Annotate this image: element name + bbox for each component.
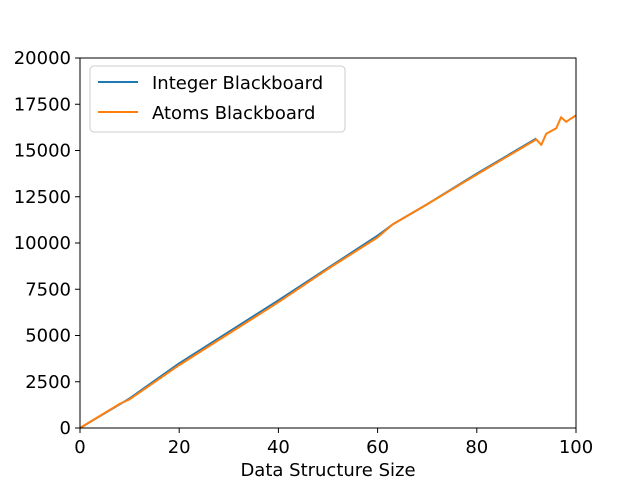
y-tick-label: 10000 [14,233,71,254]
y-tick-label: 15000 [14,141,71,162]
y-tick-label: 5000 [25,326,71,347]
y-tick-label: 12500 [14,187,71,208]
x-tick-label: 40 [267,437,290,458]
x-tick-label: 80 [465,437,488,458]
x-tick-label: 60 [366,437,389,458]
x-axis-label: Data Structure Size [240,460,415,480]
legend-label-atoms-blackboard: Atoms Blackboard [152,103,315,124]
x-tick-label: 20 [168,437,191,458]
series-line-1 [79,114,577,429]
legend: Integer Blackboard Atoms Blackboard [89,65,346,133]
y-axis-ticks: 0 2500 5000 7500 10000 12500 15000 17500 20000 [14,48,80,439]
y-tick-label: 20000 [14,48,71,69]
x-axis-ticks: 0 20 40 60 80 100 [74,428,593,458]
x-tick-label: 0 [74,437,85,458]
legend-box [89,65,346,133]
y-tick-label: 2500 [25,372,71,393]
y-tick-label: 0 [60,418,71,439]
y-tick-label: 17500 [14,94,71,115]
legend-label-integer-blackboard: Integer Blackboard [152,73,323,94]
series-layer [79,114,577,429]
y-tick-label: 7500 [25,279,71,300]
x-tick-label: 100 [559,437,593,458]
